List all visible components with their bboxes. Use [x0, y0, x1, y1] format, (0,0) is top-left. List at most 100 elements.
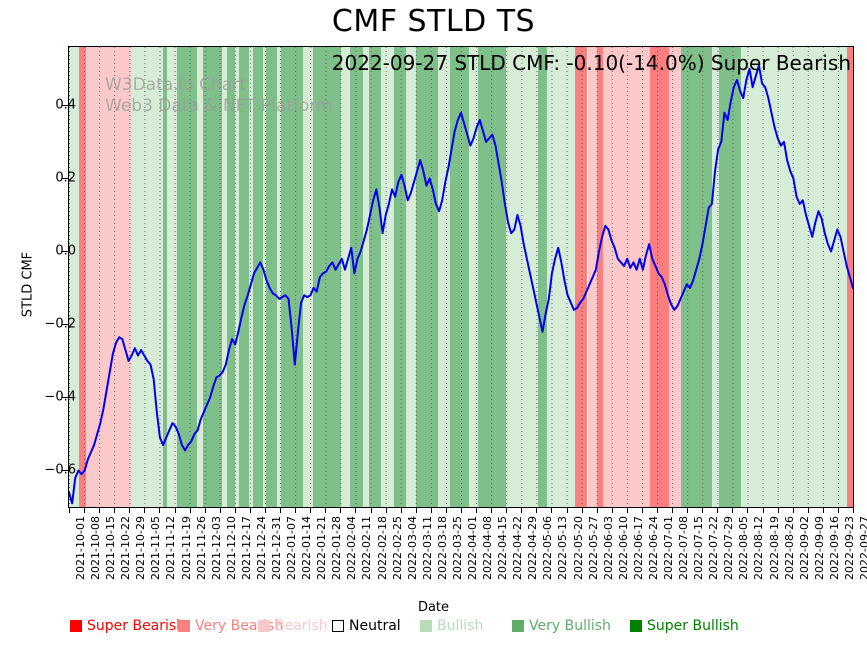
y-axis-tick-mark [62, 251, 68, 253]
legend-item-super-bullish[interactable]: Super Bullish [630, 619, 739, 633]
x-axis-tick-mark [672, 508, 674, 513]
x-axis-tick-label: 2022-09-09 [812, 516, 826, 580]
legend-item-neutral[interactable]: Neutral [332, 619, 401, 633]
plot-area: W3Data.io Chart Web3 Data & NFT Platform… [68, 46, 854, 508]
x-axis-tick-label: 2022-04-22 [511, 516, 525, 580]
sentiment-band [450, 47, 469, 507]
sentiment-band [176, 47, 198, 507]
legend-item-bearish[interactable]: Bearish [258, 619, 328, 633]
x-axis-tick-mark [807, 508, 809, 513]
y-axis-label: STLD CMF [20, 251, 36, 318]
x-axis-tick-label: 2022-08-12 [752, 516, 766, 580]
y-axis-tick-label: −0.6 [44, 462, 76, 478]
legend-label: Bullish [437, 618, 484, 634]
legend-label: Super Bearish [87, 618, 186, 634]
x-axis-tick-mark [355, 508, 357, 513]
x-axis-tick-mark [129, 508, 131, 513]
x-axis-tick-label: 2022-05-06 [541, 516, 555, 580]
sentiment-band [340, 47, 351, 507]
x-axis-tick-label: 2021-12-10 [224, 516, 238, 580]
sentiment-band [681, 47, 713, 507]
legend-swatch-icon [178, 620, 190, 632]
sentiment-band [362, 47, 369, 507]
x-axis-tick-label: 2022-07-29 [722, 516, 736, 580]
sentiment-band [668, 47, 682, 507]
x-axis-tick-label: 2022-09-23 [842, 516, 856, 580]
x-axis-tick-label: 2021-10-22 [119, 516, 133, 580]
sentiment-band [575, 47, 588, 507]
x-axis-tick-mark [521, 508, 523, 513]
legend-swatch-icon [258, 620, 270, 632]
x-axis-tick-mark [234, 508, 236, 513]
x-axis-tick-label: 2022-01-28 [330, 516, 344, 580]
sentiment-band [406, 47, 416, 507]
x-axis-tick-label: 2021-11-05 [149, 516, 163, 580]
legend-label: Bearish [275, 618, 328, 634]
sentiment-band [740, 47, 750, 507]
x-axis-tick-mark [114, 508, 116, 513]
x-axis-tick-label: 2022-08-05 [737, 516, 751, 580]
x-axis-tick-label: 2022-09-02 [797, 516, 811, 580]
sentiment-band [368, 47, 382, 507]
sentiment-band [253, 47, 263, 507]
sentiment-band [265, 47, 277, 507]
x-axis-tick-label: 2022-06-17 [631, 516, 645, 580]
x-axis-tick-label: 2022-07-01 [662, 516, 675, 580]
x-axis-tick-mark [476, 508, 478, 513]
x-axis-tick-mark [84, 508, 86, 513]
x-axis-tick-mark [69, 508, 70, 513]
x-axis-tick-mark [491, 508, 493, 513]
sentiment-band [226, 47, 235, 507]
x-axis-tick-mark [702, 508, 704, 513]
x-axis-tick-mark [219, 508, 221, 513]
x-axis-tick-label: 2022-03-11 [420, 516, 434, 580]
legend-item-bullish[interactable]: Bullish [420, 619, 483, 633]
x-axis-tick-label: 2022-04-01 [466, 516, 479, 580]
x-axis-tick-mark [340, 508, 342, 513]
x-axis-tick-label: 2022-06-24 [646, 516, 660, 580]
x-axis-tick-label: 2022-02-25 [390, 516, 404, 580]
legend-item-very-bullish[interactable]: Very Bullish [512, 619, 611, 633]
legend-swatch-icon [630, 620, 642, 632]
x-axis-tick-label: 2022-08-19 [767, 516, 781, 580]
sentiment-band [85, 47, 132, 507]
legend-swatch-icon [420, 620, 432, 632]
sentiment-band [312, 47, 341, 507]
x-axis-tick-label: 2021-12-31 [270, 516, 283, 580]
sentiment-band [239, 47, 249, 507]
x-axis-tick-mark [400, 508, 402, 513]
x-axis-tick-mark [566, 508, 568, 513]
x-axis-tick-mark [641, 508, 643, 513]
x-axis-tick-mark [415, 508, 417, 513]
legend-swatch-icon [70, 620, 82, 632]
sentiment-band [69, 47, 79, 507]
sentiment-band [197, 47, 204, 507]
legend-item-super-bearish[interactable]: Super Bearish [70, 619, 185, 633]
x-axis-tick-label: 2022-03-04 [405, 516, 419, 580]
sentiment-band [350, 47, 363, 507]
x-axis-tick-label: 2022-08-26 [782, 516, 796, 580]
sentiment-band [276, 47, 282, 507]
x-axis-tick-label: 2021-12-17 [239, 516, 253, 580]
x-axis-tick-mark [265, 508, 266, 513]
grid-layer [69, 47, 853, 507]
sentiment-band [203, 47, 223, 507]
x-axis-tick-mark [596, 508, 598, 513]
x-axis-tick-mark [717, 508, 719, 513]
sentiment-band [537, 47, 547, 507]
x-axis-tick-label: 2022-04-15 [496, 516, 510, 580]
x-axis-tick-label: 2021-10-29 [134, 516, 148, 580]
sentiment-band [248, 47, 254, 507]
sentiment-band [222, 47, 227, 507]
x-axis-tick-label: 2022-02-11 [360, 516, 374, 580]
x-axis-tick-mark [732, 508, 734, 513]
sentiment-band [468, 47, 479, 507]
x-axis-tick-label: 2022-07-15 [692, 516, 706, 580]
x-axis-label: Date [417, 600, 450, 615]
x-axis-tick-label: 2022-09-27 [858, 516, 867, 580]
x-axis-tick-mark [385, 508, 387, 513]
legend-swatch-icon [332, 620, 344, 632]
sentiment-band [381, 47, 394, 507]
x-axis-tick-mark [99, 508, 101, 513]
